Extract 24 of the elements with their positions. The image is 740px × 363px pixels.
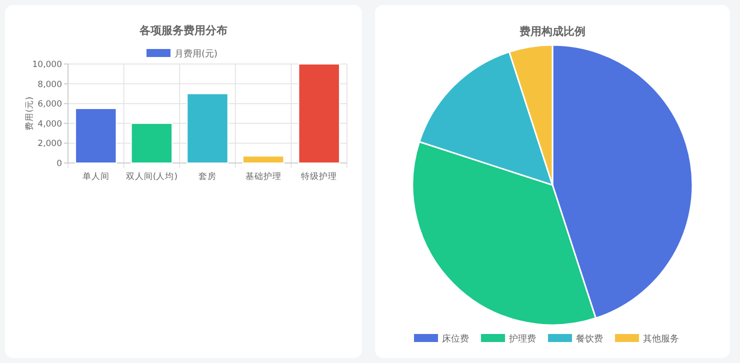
y-tick-label: 6,000	[38, 100, 62, 110]
bar	[186, 93, 228, 164]
chart-title: 费用构成比例	[518, 25, 586, 38]
x-tick-label: 特级护理	[301, 171, 338, 182]
y-tick-label: 2,000	[38, 139, 62, 150]
bar	[242, 156, 284, 164]
bar	[75, 108, 117, 164]
legend-label: 护理费	[508, 334, 536, 344]
x-tick-label: 单人间	[82, 171, 110, 182]
legend-label: 月费用(元)	[174, 48, 218, 60]
x-tick-label: 套房	[198, 171, 216, 182]
y-tick-label: 4,000	[38, 119, 62, 130]
y-axis-title: 费用(元)	[24, 96, 35, 130]
x-tick-label: 双人间(人均)	[126, 171, 178, 182]
y-tick-label: 10,000	[32, 60, 62, 70]
chart-title: 各项服务费用分布	[138, 24, 228, 37]
bar	[298, 64, 340, 164]
y-tick-label: 8,000	[38, 80, 62, 90]
y-tick-label: 0	[56, 159, 62, 169]
x-tick-label: 基础护理	[245, 171, 282, 182]
legend-label: 床位费	[442, 334, 469, 344]
legend-label: 餐饮费	[576, 334, 603, 344]
bar	[130, 122, 173, 164]
legend-label: 其他服务	[643, 334, 679, 344]
